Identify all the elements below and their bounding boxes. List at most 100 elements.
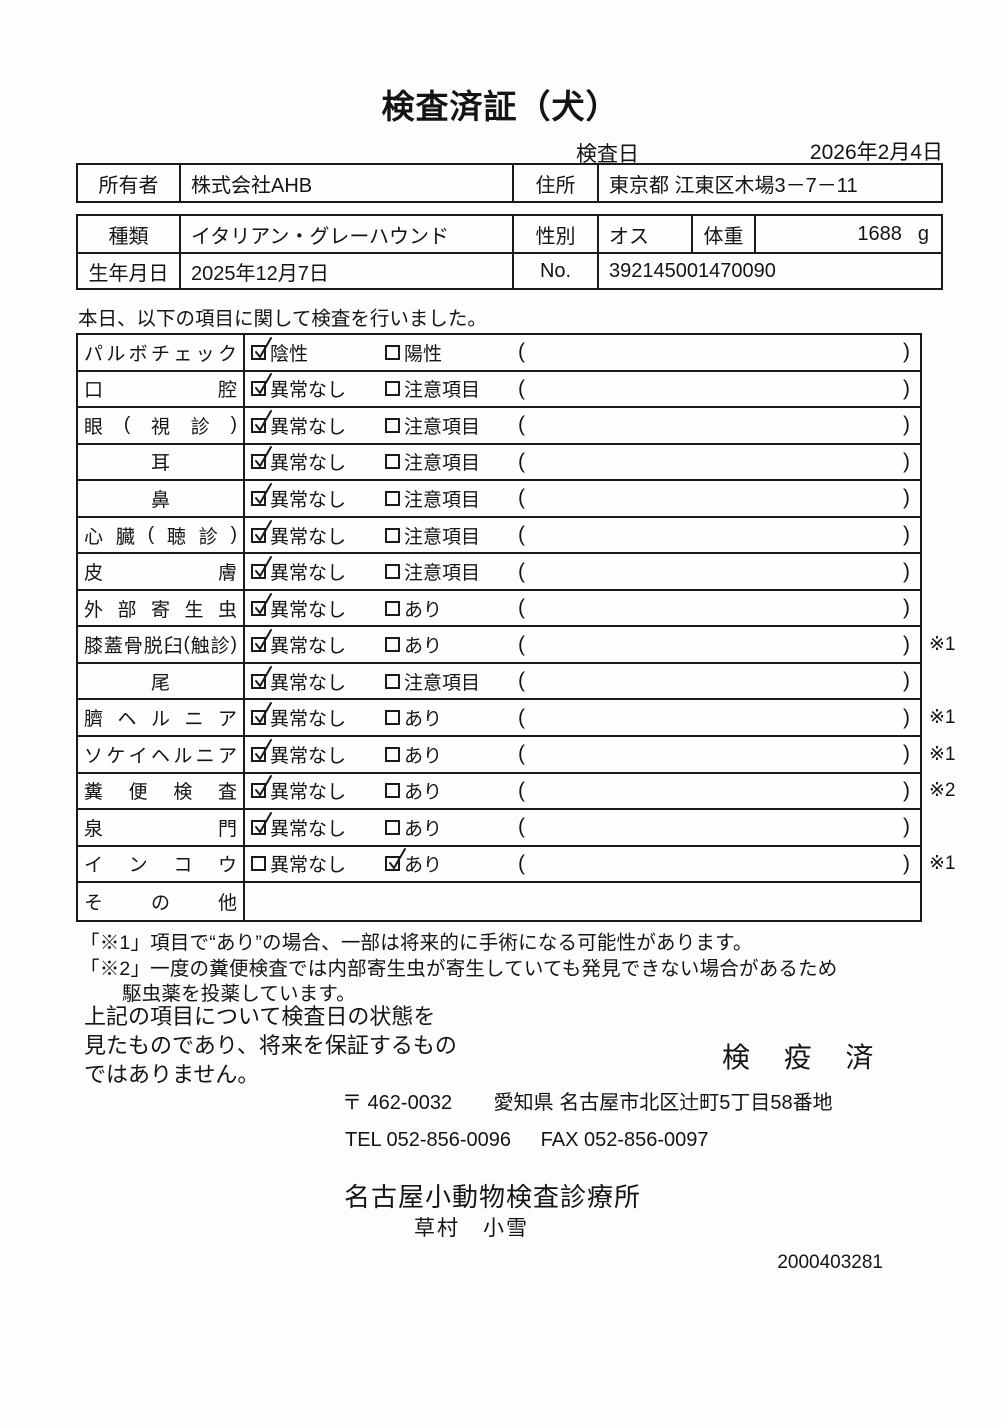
checkbox-option-2[interactable] — [385, 819, 400, 835]
option-label: あり — [404, 709, 443, 731]
checkbox-option-2[interactable] — [385, 381, 400, 397]
serial-number: 2000403281 — [777, 1252, 883, 1273]
checkbox-option-2[interactable] — [385, 783, 400, 799]
checklist-option-2: 注意項目 — [385, 481, 480, 516]
checkbox-option-1[interactable] — [251, 811, 272, 835]
clinic-tel-line: TEL 052-856-0096 FAX 052-856-0097 — [345, 1129, 709, 1152]
checklist-row: 皮膚 異常なし 注意項目 () — [78, 554, 920, 591]
paren-close: ) — [903, 669, 910, 693]
checklist-option-2: あり — [385, 774, 442, 809]
checkbox-option-1[interactable] — [251, 592, 272, 616]
checklist-item-label: 心臓(聴診) — [78, 517, 245, 553]
footnote-marker: ※1 — [929, 743, 956, 765]
checklist-row-body: 異常なし 注意項目 () — [245, 518, 920, 553]
checkbox-option-2[interactable] — [385, 564, 400, 580]
checkbox-option-1[interactable] — [251, 738, 272, 762]
checkbox-option-1[interactable] — [251, 446, 272, 470]
owner-value: 株式会社AHB — [179, 165, 512, 201]
checkbox-option-2[interactable] — [385, 454, 400, 470]
checkbox-option-1[interactable] — [251, 856, 266, 872]
checklist-item-label: 尾 — [78, 663, 245, 699]
checklist-option-2: 陽性 — [385, 335, 442, 370]
option-label: 陽性 — [404, 343, 443, 365]
checklist-option-2: 注意項目 — [385, 518, 480, 553]
checkbox-option-1[interactable] — [251, 373, 272, 397]
no-value: 392145001470090 — [597, 254, 941, 288]
checkbox-option-1[interactable] — [251, 702, 272, 726]
checklist-item-label: 外部寄生虫 — [78, 590, 245, 626]
checklist-option-1: 異常なし — [251, 554, 346, 589]
intro-text: 本日、以下の項目に関して検査を行いました。 — [78, 308, 487, 330]
checklist-item-label: 眼(視診) — [78, 408, 245, 443]
check-mark-icon — [255, 373, 272, 395]
owner-row: 所有者 株式会社AHB 住所 東京都 江東区木場3－7－11 — [78, 165, 941, 201]
checkbox-option-2[interactable] — [385, 417, 400, 433]
checklist-item-label: 泉門 — [78, 810, 245, 845]
checkbox-option-1[interactable] — [251, 629, 272, 653]
paren-open: ( — [518, 340, 525, 364]
checkbox-option-2[interactable] — [385, 637, 400, 653]
check-mark-icon — [255, 482, 272, 504]
checklist-item-label: 臍ヘルニア — [78, 700, 245, 736]
checkbox-option-2[interactable] — [385, 746, 400, 762]
checklist-item-label: 皮膚 — [78, 554, 245, 589]
checkbox-option-2[interactable] — [385, 344, 400, 360]
checklist-row-body: 異常なし 注意項目 () — [245, 481, 920, 516]
checklist-row-body: 陰性 陽性 () — [245, 335, 920, 370]
checkbox-option-2[interactable] — [385, 600, 400, 616]
checkbox-option-2[interactable] — [385, 490, 400, 506]
paren-open: ( — [518, 778, 525, 802]
checklist-option-1: 陰性 — [251, 335, 308, 370]
check-mark-icon — [255, 665, 272, 687]
checkbox-option-1[interactable] — [251, 482, 272, 506]
footnote-marker: ※1 — [929, 634, 956, 656]
checklist-row: 尾 異常なし 注意項目 () — [78, 663, 920, 701]
veterinarian-name: 草村 小雪 — [414, 1217, 529, 1240]
paren-close: ) — [903, 632, 910, 656]
checklist-option-1: 異常なし — [251, 481, 346, 516]
checklist-row: 糞便検査 異常なし あり () ※2 — [78, 773, 956, 811]
option-label: 異常なし — [270, 745, 347, 767]
option-label: あり — [404, 782, 443, 804]
checkbox-option-1[interactable] — [251, 519, 272, 543]
checklist-item-label: インコウ — [78, 846, 245, 882]
checkbox-option-1[interactable] — [251, 409, 272, 433]
option-label: 異常なし — [270, 526, 347, 548]
checklist-row: インコウ 異常なし あり () ※1 — [78, 846, 956, 884]
checklist-option-2: 注意項目 — [385, 408, 480, 443]
checklist-row: 外部寄生虫 異常なし あり () — [78, 590, 920, 628]
disclaimer-line: 上記の項目について検査日の状態を — [84, 1004, 436, 1029]
checklist-row: 膝蓋骨脱臼(触診) 異常なし あり () ※1 — [78, 627, 956, 664]
sex-label: 性別 — [512, 216, 597, 252]
checkbox-option-1[interactable] — [251, 556, 272, 580]
checkbox-option-2[interactable] — [385, 527, 400, 543]
checkbox-option-2[interactable] — [385, 848, 406, 872]
paren-close: ) — [903, 815, 910, 839]
clinic-tel: TEL 052-856-0096 — [345, 1129, 512, 1151]
paren-open: ( — [518, 413, 525, 437]
pet-info-table: 種類 イタリアン・グレーハウンド 性別 オス 体重 1688 g 生年月日 20… — [76, 214, 943, 290]
option-label: 注意項目 — [404, 672, 481, 694]
footnote-1: 「※1」項目で“あり”の場合、一部は将来的に手術になる可能性があります。 — [80, 932, 753, 954]
paren-close: ) — [903, 340, 910, 364]
option-label: あり — [404, 636, 443, 658]
clinic-name: 名古屋小動物検査診療所 — [344, 1182, 642, 1212]
paren-open: ( — [518, 815, 525, 839]
check-mark-icon — [255, 446, 272, 468]
option-label: 異常なし — [270, 489, 347, 511]
address-value: 東京都 江東区木場3－7－11 — [597, 165, 941, 201]
checkbox-option-2[interactable] — [385, 673, 400, 689]
checklist-option-1: 異常なし — [251, 774, 346, 809]
checkbox-option-2[interactable] — [385, 710, 400, 726]
checklist-row: パルボチェック 陰性 陽性 () — [78, 335, 920, 372]
option-label: 陰性 — [270, 343, 309, 365]
checkbox-option-1[interactable] — [251, 665, 272, 689]
paren-close: ) — [903, 523, 910, 546]
checklist-item-label: 耳 — [78, 444, 245, 480]
checkbox-option-1[interactable] — [251, 336, 272, 360]
checklist-row-body: 異常なし 注意項目 () — [245, 372, 920, 407]
checkbox-option-1[interactable] — [251, 775, 272, 799]
checklist-row: 口腔 異常なし 注意項目 () — [78, 371, 920, 409]
checklist-option-2: あり — [385, 627, 442, 662]
